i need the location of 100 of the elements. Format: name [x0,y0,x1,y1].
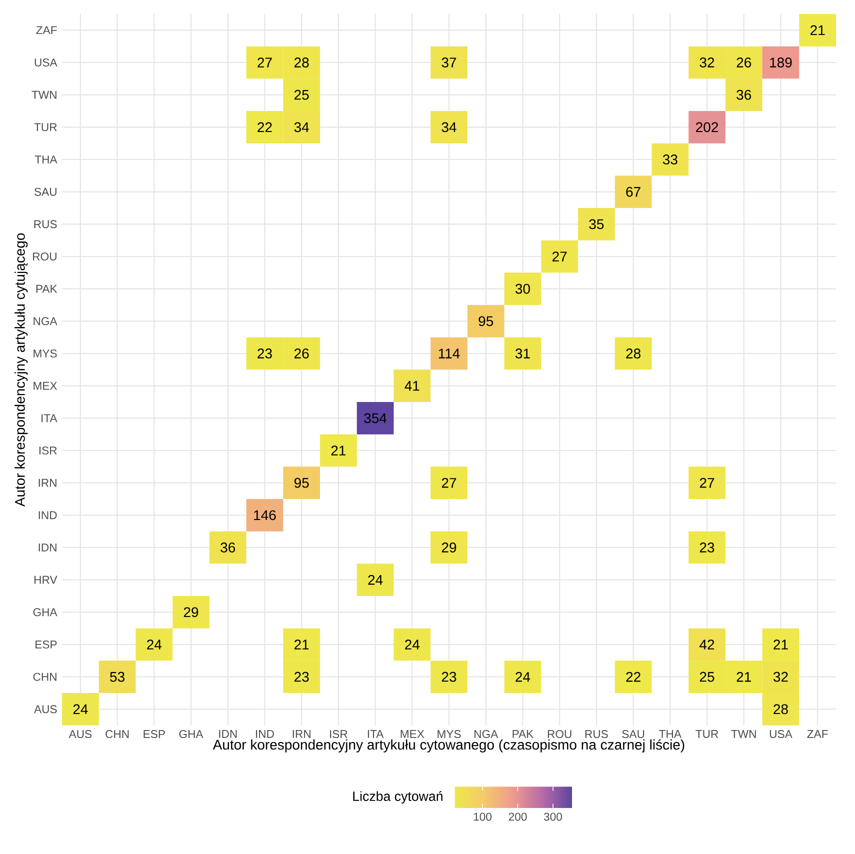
y-tick-label: HRV [34,576,58,584]
x-tick-label: CHN [106,730,129,738]
y-tick-label: MEX [34,382,58,390]
y-tick-label: GHA [33,608,58,616]
color-bar-label: 300 [544,812,562,821]
y-axis-title: Autor korespondencyjny artykułu cytującego [14,233,28,507]
data-label: 37 [442,58,456,68]
data-label: 27 [258,58,272,68]
y-tick-label: IND [38,511,57,520]
y-tick-label: NGA [34,317,58,326]
data-label: 28 [774,704,788,714]
data-label: 21 [810,25,825,36]
y-tick-label: TUR [34,123,57,132]
x-tick-label: ESP [144,730,165,738]
data-label: 21 [294,640,309,650]
x-tick-label: AUS [68,730,92,738]
data-label: 24 [368,574,383,585]
data-label: 21 [736,672,751,682]
data-label: 95 [478,316,494,326]
x-tick-label: ZAF [807,730,828,738]
x-tick-label: USA [770,730,792,738]
data-label: 23 [700,542,714,552]
data-label: 146 [254,510,276,520]
x-tick-label: IRN [292,730,310,738]
data-label: 41 [404,381,420,391]
data-label: 27 [552,252,567,262]
data-label: 354 [364,413,387,424]
x-tick-label: ITA [368,730,384,738]
data-label: 36 [220,542,236,552]
y-tick-label: PAK [36,284,58,293]
x-tick-label: SAU [622,730,644,738]
data-label: 34 [442,122,456,132]
x-tick-label: IDN [219,730,237,738]
y-tick-label: ESP [36,640,57,649]
data-label: 28 [294,58,309,68]
color-bar-label: 100 [474,812,492,821]
x-tick-label: ISR [330,730,348,738]
x-tick-label: TUR [696,730,718,738]
y-tick-label: USA [34,58,58,67]
x-tick-label: RUS [585,730,608,738]
x-tick-label: MEX [400,730,424,738]
data-label: 21 [331,446,346,456]
y-tick-label: ITA [42,414,58,422]
data-label: 189 [770,58,792,68]
data-label: 95 [294,478,309,488]
data-label: 23 [294,672,309,682]
x-tick-label: PAK [512,730,534,738]
data-label: 36 [736,90,752,100]
data-label: 23 [258,348,272,358]
data-label: 53 [110,672,124,682]
y-tick-label: CHN [33,672,56,681]
y-tick-label: ISR [39,446,57,455]
data-label: 26 [736,58,752,68]
data-label: 35 [589,219,604,230]
x-tick-label: TWN [731,730,756,738]
data-label: 33 [662,154,678,164]
data-label: 25 [700,672,714,682]
y-tick-label: IDN [38,544,56,552]
data-label: 29 [442,542,456,552]
data-label: 30 [515,284,530,294]
x-tick-label: NGA [474,730,498,738]
data-label: 31 [515,348,530,358]
data-label: 22 [626,672,640,682]
data-label: 114 [438,348,460,358]
data-label: 25 [294,90,309,100]
data-label: 22 [258,122,272,132]
data-label: 32 [700,58,714,68]
color-bar-label: 200 [508,812,527,821]
y-tick-label: THA [34,156,58,164]
y-tick-label: ROU [33,252,56,261]
y-tick-label: IRN [38,478,56,487]
x-tick-label: MYS [438,730,461,738]
data-label: 202 [696,122,718,132]
x-tick-label: THA [659,730,682,738]
x-tick-label: GHA [179,730,204,738]
y-tick-label: MYS [34,349,57,358]
data-label: 27 [442,478,456,488]
y-tick-label: ZAF [36,26,57,34]
x-tick-label: ROU [548,730,572,738]
data-label: 29 [184,607,198,618]
data-label: 34 [294,122,309,132]
y-tick-label: TWN [32,90,56,99]
data-label: 24 [516,672,530,682]
x-axis-title: Autor korespondencyjny artykułu cytowanego (czasopismo na czarnej liście) [212,739,684,752]
data-label: 24 [73,704,88,714]
data-label: 42 [700,640,714,650]
x-tick-label: IND [256,730,274,738]
color-bar-title: Liczba cytowań [353,791,442,804]
data-label: 26 [294,348,309,358]
y-tick-label: AUS [34,705,57,714]
data-label: 24 [405,640,420,650]
y-tick-label: RUS [34,220,57,228]
data-label: 67 [626,186,640,197]
data-label: 27 [700,478,714,488]
data-label: 24 [147,640,162,650]
data-label: 21 [774,640,788,650]
y-tick-label: SAU [34,188,56,196]
data-label: 32 [773,672,788,682]
data-label: 28 [626,348,640,358]
data-label: 23 [442,672,456,682]
